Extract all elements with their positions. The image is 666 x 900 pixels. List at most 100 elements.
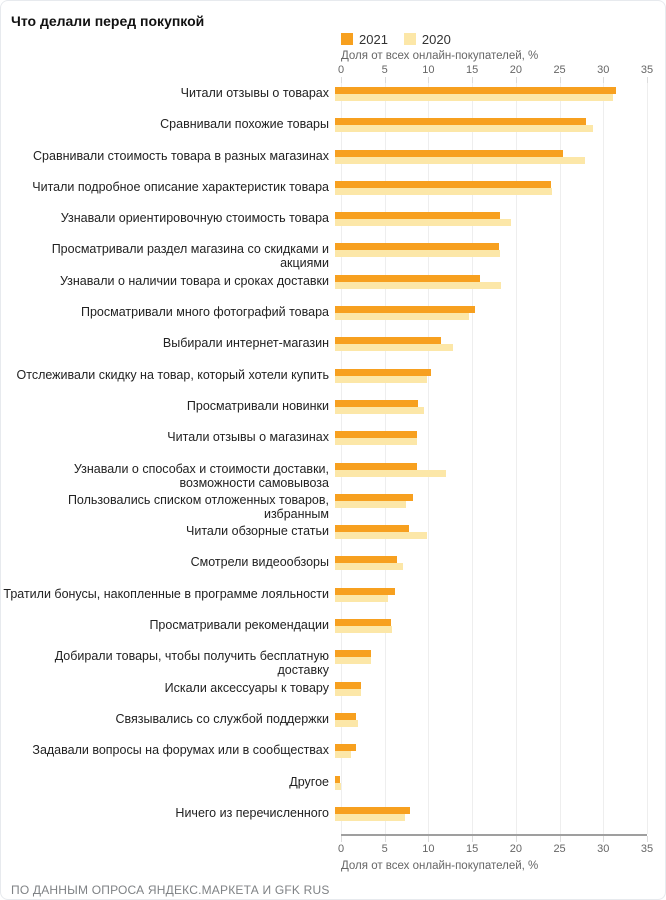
bar-2020 — [335, 782, 342, 790]
category-label: Читали отзывы о магазинах — [167, 430, 329, 445]
bar-2021 — [335, 806, 410, 814]
tick-mark — [647, 77, 648, 83]
category-label: Связывались со службой поддержки — [115, 711, 329, 726]
bar-group — [335, 584, 647, 615]
bar-2021 — [335, 493, 413, 501]
bar-2020 — [335, 813, 405, 821]
bar-group — [335, 83, 647, 114]
legend-item-2021: 2021 — [341, 32, 388, 47]
category-row: Задавали вопросы на форумах или в сообще… — [1, 740, 665, 771]
category-row: Пользовались списком отложенных товаров,… — [1, 490, 665, 521]
category-row: Читали отзывы о товарах — [1, 83, 665, 114]
bar-2021 — [335, 650, 371, 658]
bar-group — [335, 678, 647, 709]
bar-group — [335, 114, 647, 145]
bar-2021 — [335, 243, 500, 251]
bar-2020 — [335, 281, 501, 289]
tick-label: 10 — [422, 64, 435, 76]
bar-2020 — [335, 344, 453, 352]
bar-2020 — [335, 626, 393, 634]
bar-group — [335, 521, 647, 552]
bar-2020 — [335, 375, 427, 383]
tick-label: 5 — [381, 64, 388, 76]
gridline — [428, 83, 430, 835]
tick-mark — [603, 77, 605, 83]
category-row: Смотрели видеообзоры — [1, 552, 665, 583]
bar-2020 — [335, 563, 403, 571]
bar-group — [335, 365, 647, 396]
bar-2020 — [335, 156, 585, 164]
bar-group — [335, 459, 647, 490]
bar-2021 — [335, 368, 432, 376]
tick-mark — [428, 836, 430, 843]
category-label: Искали аксессуары к товару — [164, 680, 329, 695]
bar-2020 — [335, 219, 511, 227]
bar-2021 — [335, 149, 564, 157]
bar-2020 — [335, 751, 352, 759]
bar-2020 — [335, 94, 614, 101]
category-row: Ничего из перечисленного — [1, 803, 665, 834]
bar-2020 — [335, 438, 417, 446]
category-label: Тратили бонусы, накопленные в программе … — [3, 586, 329, 601]
bar-2020 — [335, 532, 427, 540]
bar-2021 — [335, 587, 395, 595]
bar-2020 — [335, 719, 359, 727]
category-row: Просматривали раздел магазина со скидкам… — [1, 239, 665, 270]
category-label: Узнавали о способах и стоимости доставки… — [73, 461, 329, 490]
tick-mark — [341, 836, 342, 843]
gridline — [341, 83, 342, 835]
legend-swatch-2021 — [341, 33, 353, 45]
gridline — [384, 83, 386, 835]
category-row: Выбирали интернет-магазин — [1, 333, 665, 364]
category-row: Сравнивали похожие товары — [1, 114, 665, 145]
tick-mark — [515, 836, 517, 843]
bar-group — [335, 271, 647, 302]
bar-group — [335, 646, 647, 677]
bar-group — [335, 396, 647, 427]
category-label: Другое — [289, 774, 329, 789]
category-row: Узнавали о способах и стоимости доставки… — [1, 459, 665, 490]
bar-group — [335, 177, 647, 208]
gridlines — [341, 83, 648, 835]
bar-2021 — [335, 306, 475, 314]
bar-group — [335, 490, 647, 521]
legend-swatch-2020 — [403, 33, 416, 45]
category-label: Пользовались списком отложенных товаров,… — [67, 492, 329, 521]
bar-2021 — [335, 744, 356, 752]
tick-label: 25 — [553, 64, 566, 76]
legend-label: 2020 — [421, 31, 451, 47]
bar-2020 — [335, 594, 388, 602]
tick-label: 5 — [381, 843, 388, 856]
bar-2021 — [335, 681, 361, 689]
tick-mark — [384, 836, 386, 843]
tick-mark — [472, 836, 474, 843]
bar-2021 — [335, 462, 417, 470]
x-axis-title-bottom: Доля от всех онлайн-покупателей, % — [341, 860, 539, 873]
tick-mark — [472, 77, 474, 83]
category-row: Читали подробное описание характеристик … — [1, 177, 665, 208]
category-label: Просматривали рекомендации — [149, 618, 329, 633]
tick-label: 25 — [553, 843, 566, 856]
bar-2020 — [335, 688, 361, 696]
bar-2020 — [335, 313, 469, 321]
category-row: Читали обзорные статьи — [1, 521, 665, 552]
bar-2021 — [335, 274, 481, 282]
plot-area: Читали отзывы о товарах Сравнивали похожи… — [1, 83, 665, 835]
bar-2021 — [335, 212, 500, 220]
x-axis-ticklabels-top: 0 5 10 15 20 25 30 35 — [338, 64, 653, 77]
category-row: Другое — [1, 772, 665, 803]
category-row: Тратили бонусы, накопленные в программе … — [1, 584, 665, 615]
bar-group — [335, 615, 647, 646]
bar-group — [335, 709, 647, 740]
category-row: Отслеживали скидку на товар, который хот… — [1, 365, 665, 396]
tick-mark — [603, 836, 605, 843]
bar-2021 — [335, 619, 392, 627]
tick-mark — [559, 77, 561, 83]
bar-2021 — [335, 712, 357, 720]
bar-2021 — [335, 87, 616, 94]
bar-2020 — [335, 406, 425, 414]
bar-group — [335, 208, 647, 239]
bar-group — [335, 740, 647, 771]
bar-group — [335, 239, 647, 270]
category-label: Сравнивали похожие товары — [160, 117, 329, 132]
